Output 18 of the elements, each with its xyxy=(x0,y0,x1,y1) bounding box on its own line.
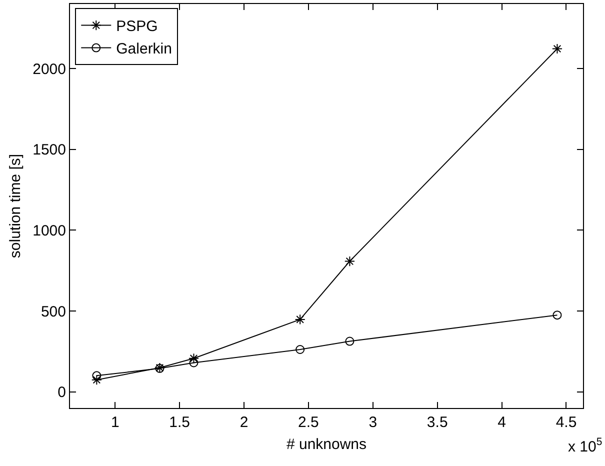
x-tick-label: 1 xyxy=(110,414,120,431)
x-tick-label: 1.5 xyxy=(169,414,190,431)
x-tick-label: 4 xyxy=(498,414,506,431)
x-axis-title: # unknowns xyxy=(286,436,367,453)
text: x 10$^{5}$ xyxy=(568,436,602,456)
x-tick-label: 3.5 xyxy=(426,414,448,431)
x-tick-label: 4.5 xyxy=(556,414,577,431)
y-tick-label: 1000 xyxy=(32,222,66,240)
x-tick-label: 2 xyxy=(240,414,248,431)
y-tick-label: 1500 xyxy=(32,142,66,159)
legend-label: Galerkin xyxy=(116,40,172,58)
y-tick-label: 0 xyxy=(58,384,66,402)
y-tick-label: 500 xyxy=(40,303,66,320)
x-tick-label: 3 xyxy=(368,414,378,431)
x-tick-label: 2.5 xyxy=(298,414,319,431)
legend-label: PSPG xyxy=(116,18,158,36)
y-tick-label: 2000 xyxy=(32,60,66,78)
y-axis-title: solution time [s] xyxy=(6,154,24,258)
